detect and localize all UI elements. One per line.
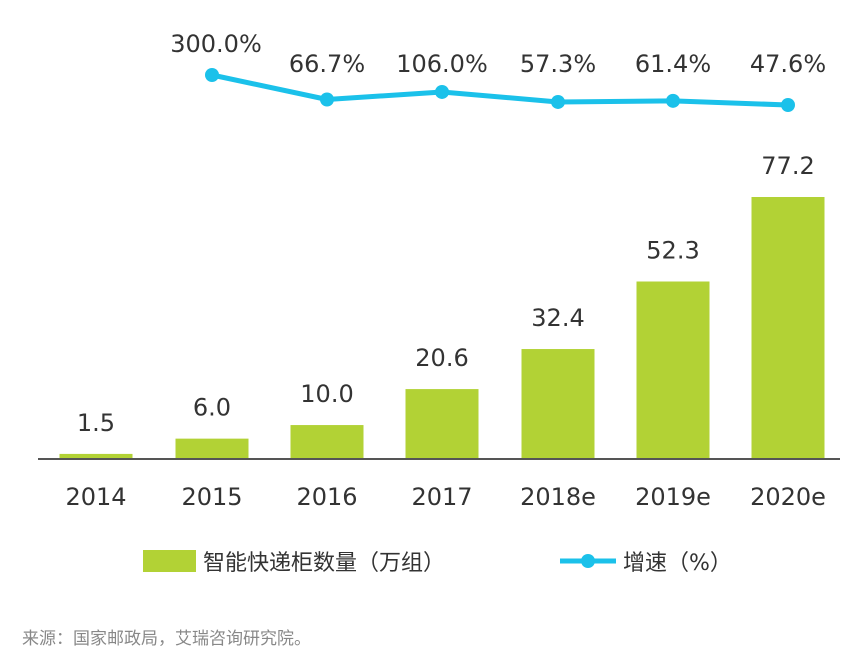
growth-point-2016 (320, 92, 334, 107)
source-note: 来源：国家邮政局，艾瑞咨询研究院。 (22, 629, 311, 649)
bar-2016 (290, 425, 364, 459)
x-tick-2019e: 2019e (635, 483, 711, 511)
legend-bar-label: 智能快递柜数量（万组） (203, 551, 445, 576)
growth-label-2019e: 61.4% (635, 50, 711, 78)
bar-label-2015: 6.0 (193, 394, 231, 422)
bar-series (59, 197, 825, 459)
legend-bar-swatch (143, 550, 196, 572)
x-tick-2016: 2016 (296, 483, 357, 511)
bar-value-labels: 1.5 6.0 10.0 20.6 32.4 52.3 77.2 (77, 152, 815, 437)
bar-2014 (59, 453, 133, 459)
x-tick-2018e: 2018e (520, 483, 596, 511)
x-axis-ticks: 2014 2015 2016 2017 2018e 2019e 2020e (65, 483, 825, 511)
x-tick-2017: 2017 (411, 483, 472, 511)
bar-label-2020e: 77.2 (761, 152, 814, 180)
line-value-labels: 300.0% 66.7% 106.0% 57.3% 61.4% 47.6% (170, 30, 826, 78)
x-tick-2020e: 2020e (750, 483, 826, 511)
bar-label-2014: 1.5 (77, 409, 115, 437)
bar-2020e (751, 197, 825, 459)
bar-label-2017: 20.6 (415, 344, 468, 372)
x-tick-2014: 2014 (65, 483, 126, 511)
growth-label-2015: 300.0% (170, 30, 262, 58)
growth-label-2017: 106.0% (396, 50, 488, 78)
growth-point-2015 (205, 68, 219, 82)
bar-2017 (405, 389, 479, 459)
legend-line-marker (581, 554, 595, 568)
bar-2018e (521, 349, 595, 459)
growth-point-2019e (666, 93, 680, 108)
growth-label-2020e: 47.6% (750, 50, 826, 78)
bar-2015 (175, 438, 249, 459)
growth-point-2017 (435, 84, 449, 99)
bar-label-2019e: 52.3 (646, 237, 699, 265)
bar-label-2018e: 32.4 (531, 304, 584, 332)
x-tick-2015: 2015 (181, 483, 242, 511)
line-series (205, 68, 795, 112)
growth-label-2016: 66.7% (289, 50, 365, 78)
growth-point-2018e (551, 94, 565, 109)
growth-point-2020e (781, 98, 795, 112)
bar-2019e (636, 281, 710, 459)
growth-line (211, 72, 789, 108)
legend-line-label: 增速（%） (623, 551, 732, 576)
bar-label-2016: 10.0 (300, 380, 353, 408)
growth-label-2018e: 57.3% (520, 50, 596, 78)
